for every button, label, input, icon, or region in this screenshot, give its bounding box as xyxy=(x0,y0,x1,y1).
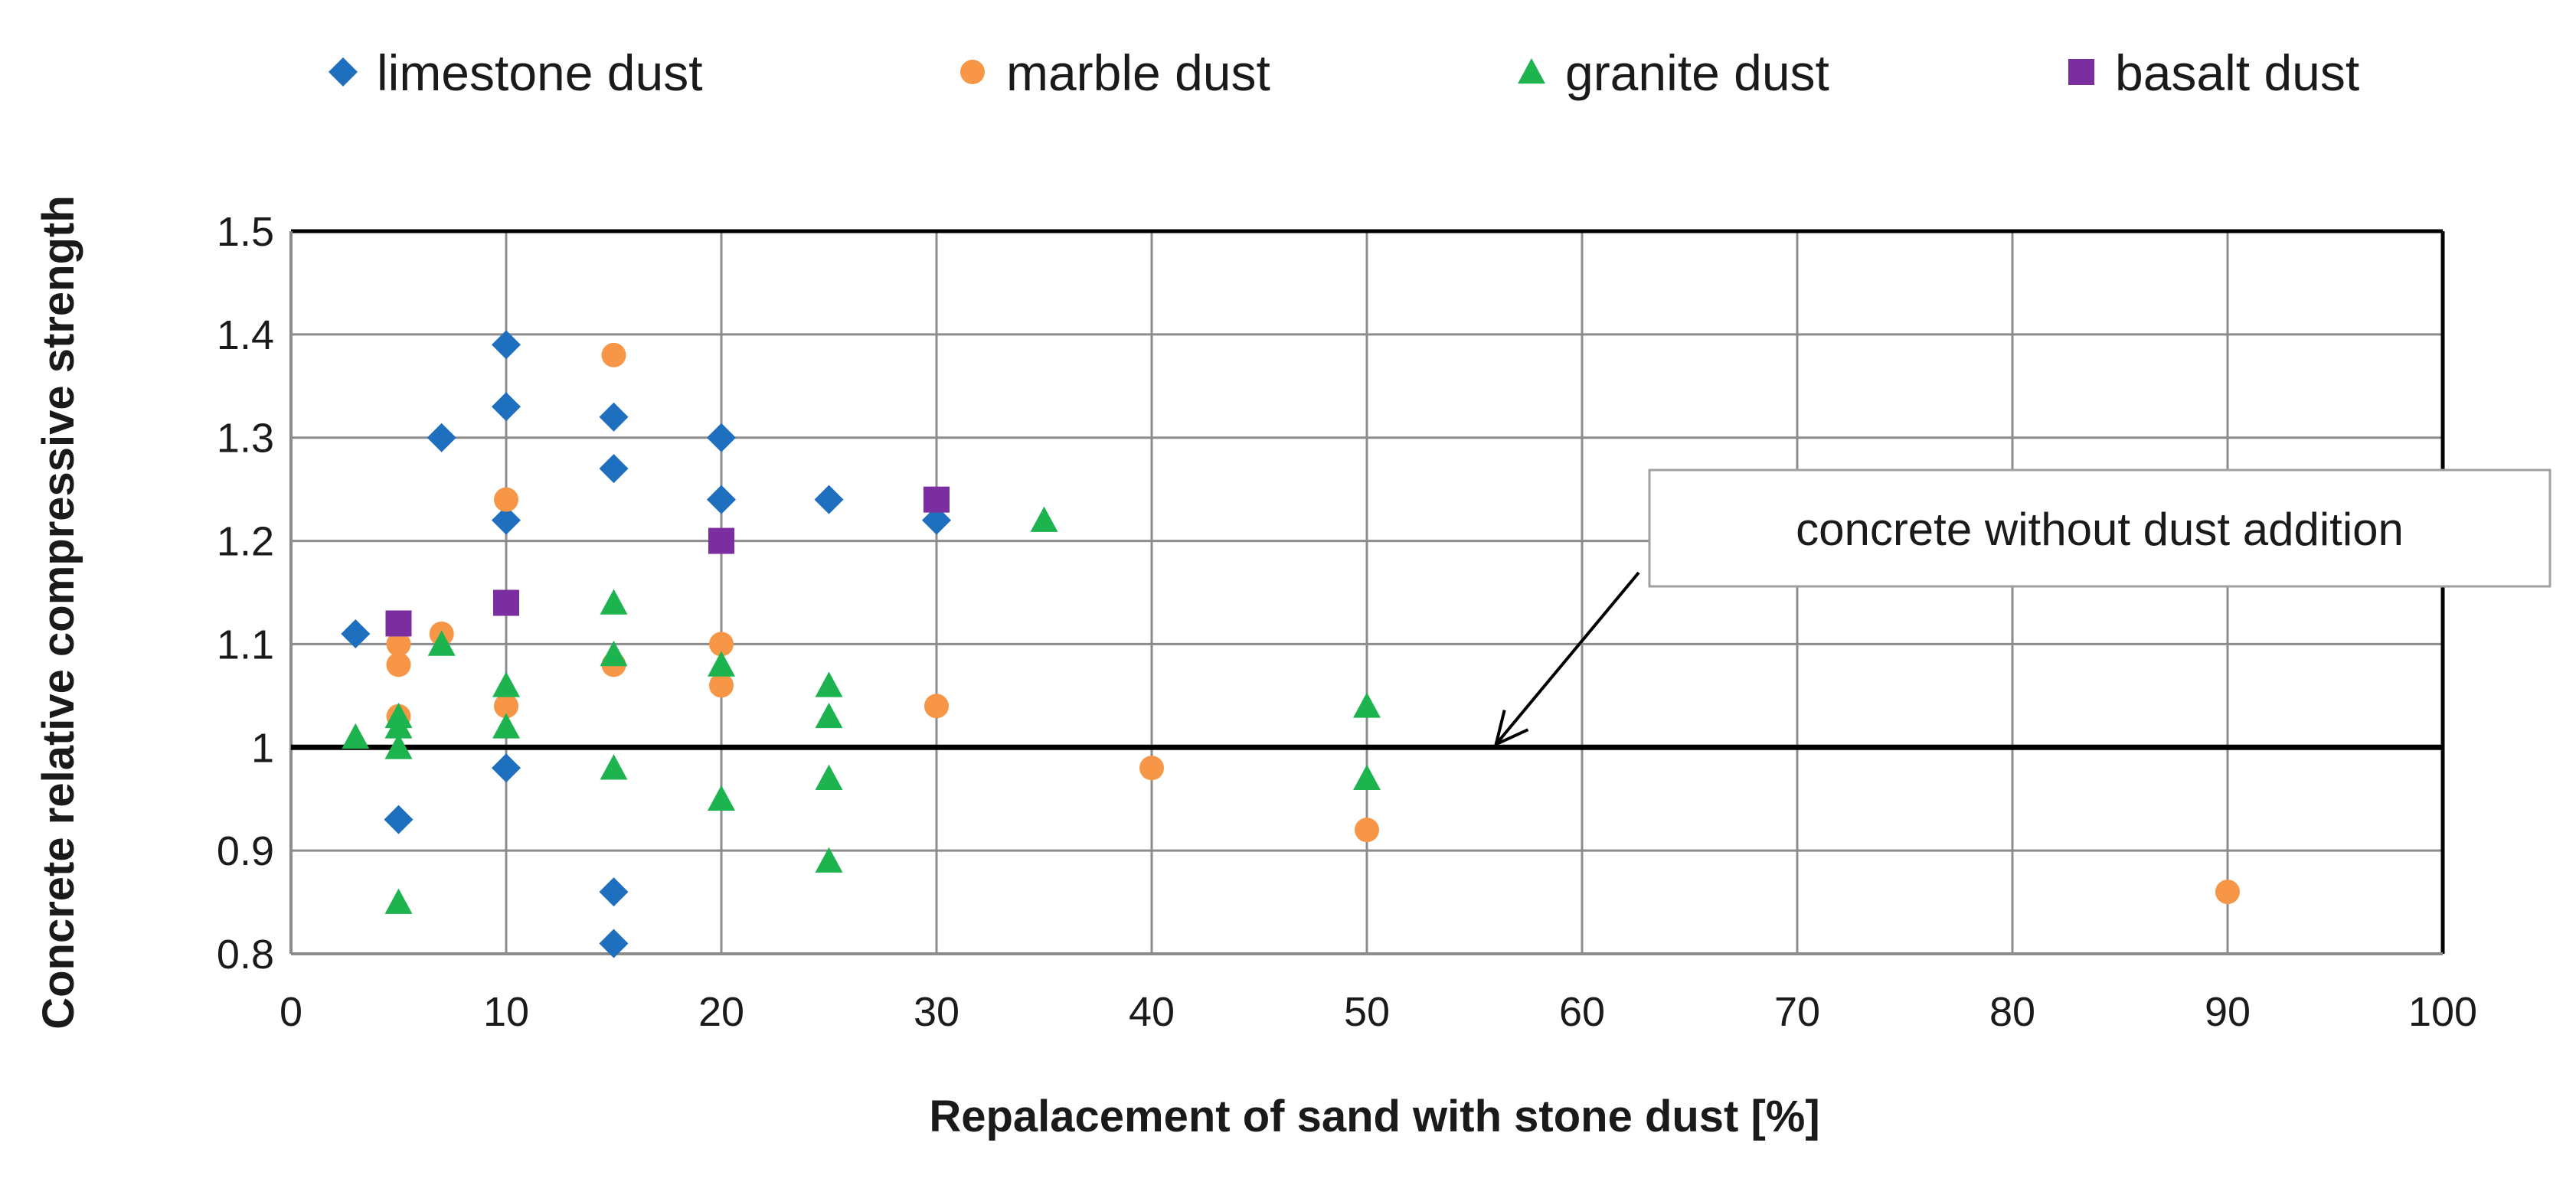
point-marble-dust-1 xyxy=(386,652,411,677)
point-granite-dust-18 xyxy=(1353,692,1381,718)
point-marble-dust-0 xyxy=(386,632,411,657)
x-tick-label-4: 40 xyxy=(1129,989,1175,1035)
point-granite-dust-7 xyxy=(492,713,520,739)
x-tick-label-1: 10 xyxy=(483,989,529,1035)
point-limestone-dust-7 xyxy=(599,402,629,432)
point-granite-dust-17 xyxy=(1030,506,1058,532)
series-basalt-dust xyxy=(385,486,950,637)
x-tick-label-10: 100 xyxy=(2408,989,2477,1035)
point-basalt-dust-3 xyxy=(924,486,950,513)
annotation-arrow xyxy=(1495,571,1640,746)
x-tick-label-8: 80 xyxy=(1989,989,2035,1035)
point-marble-dust-6 xyxy=(601,342,626,367)
point-marble-dust-5 xyxy=(494,694,518,719)
legend-label-0: limestone dust xyxy=(377,44,703,101)
series-limestone-dust xyxy=(341,330,951,958)
legend-label-2: granite dust xyxy=(1565,44,1829,101)
y-tick-label-0: 0.8 xyxy=(217,932,274,978)
point-granite-dust-16 xyxy=(815,847,843,873)
point-limestone-dust-5 xyxy=(492,505,521,535)
point-limestone-dust-14 xyxy=(922,505,951,535)
x-tick-label-9: 90 xyxy=(2205,989,2251,1035)
point-granite-dust-4 xyxy=(384,888,413,914)
legend-marker-2 xyxy=(1518,58,1545,84)
annotation-text: concrete without dust addition xyxy=(1796,504,2404,555)
point-limestone-dust-8 xyxy=(599,454,629,484)
y-tick-label-7: 1.5 xyxy=(217,209,274,255)
point-limestone-dust-0 xyxy=(341,619,371,648)
data-points xyxy=(341,330,2240,958)
annotation-box xyxy=(1648,468,2551,588)
series-marble-dust xyxy=(386,342,2240,905)
point-limestone-dust-10 xyxy=(599,929,629,958)
point-marble-dust-13 xyxy=(2215,880,2240,905)
point-limestone-dust-13 xyxy=(814,485,844,514)
legend-label-1: marble dust xyxy=(1006,44,1270,101)
point-granite-dust-6 xyxy=(492,671,520,697)
legend: limestone dust marble dust granite dust bas… xyxy=(329,44,2359,101)
point-granite-dust-0 xyxy=(342,723,370,749)
point-limestone-dust-9 xyxy=(599,877,629,907)
x-tick-label-5: 50 xyxy=(1344,989,1390,1035)
point-granite-dust-14 xyxy=(815,702,843,729)
series-granite-dust xyxy=(342,506,1381,914)
point-limestone-dust-12 xyxy=(707,485,736,514)
point-marble-dust-9 xyxy=(709,673,734,698)
point-granite-dust-19 xyxy=(1353,764,1381,791)
point-limestone-dust-11 xyxy=(707,423,736,452)
point-granite-dust-11 xyxy=(708,651,735,677)
legend-marker-0 xyxy=(329,57,358,87)
annotation: concrete without dust addition xyxy=(1493,468,2551,747)
x-tick-label-0: 0 xyxy=(280,989,302,1035)
y-tick-label-3: 1.1 xyxy=(217,622,274,668)
point-marble-dust-4 xyxy=(494,487,518,512)
point-marble-dust-12 xyxy=(1355,818,1379,843)
y-tick-label-6: 1.4 xyxy=(217,312,274,358)
x-tick-label-3: 30 xyxy=(914,989,959,1035)
point-granite-dust-12 xyxy=(708,785,735,811)
x-axis-title: Repalacement of sand with stone dust [%] xyxy=(929,1092,1819,1141)
point-limestone-dust-1 xyxy=(384,805,414,834)
legend-marker-3 xyxy=(2068,59,2094,85)
point-granite-dust-2 xyxy=(384,713,413,739)
annotation-arrowhead xyxy=(1493,710,1529,747)
y-tick-label-5: 1.3 xyxy=(217,416,274,462)
x-tick-label-7: 70 xyxy=(1774,989,1820,1035)
point-basalt-dust-0 xyxy=(385,610,412,637)
point-limestone-dust-3 xyxy=(492,330,521,360)
y-tick-label-1: 0.9 xyxy=(217,828,274,874)
point-limestone-dust-4 xyxy=(492,392,521,422)
point-granite-dust-10 xyxy=(600,754,628,780)
y-axis-title: Concrete relative compressive strength xyxy=(34,195,83,1030)
y-tick-label-2: 1 xyxy=(251,725,274,771)
point-granite-dust-3 xyxy=(384,733,413,759)
point-basalt-dust-2 xyxy=(708,527,734,554)
point-granite-dust-9 xyxy=(600,640,628,667)
legend-marker-1 xyxy=(960,60,985,84)
tick-labels: 0 10 20 30 40 50 60 70 80 90 100 0.8 0.9 1 1.1 1.2 1.3 1.… xyxy=(217,209,2477,1035)
point-granite-dust-13 xyxy=(815,671,843,697)
point-marble-dust-11 xyxy=(1139,756,1164,781)
x-tick-label-6: 60 xyxy=(1559,989,1605,1035)
point-marble-dust-10 xyxy=(924,694,949,719)
point-limestone-dust-6 xyxy=(492,753,521,783)
x-tick-label-2: 20 xyxy=(698,989,744,1035)
y-tick-label-4: 1.2 xyxy=(217,519,274,565)
point-basalt-dust-1 xyxy=(493,589,519,616)
point-granite-dust-5 xyxy=(427,630,456,656)
legend-label-3: basalt dust xyxy=(2115,44,2359,101)
point-granite-dust-8 xyxy=(600,589,628,615)
point-limestone-dust-2 xyxy=(427,423,456,452)
point-granite-dust-15 xyxy=(815,764,843,791)
point-marble-dust-8 xyxy=(709,632,734,657)
